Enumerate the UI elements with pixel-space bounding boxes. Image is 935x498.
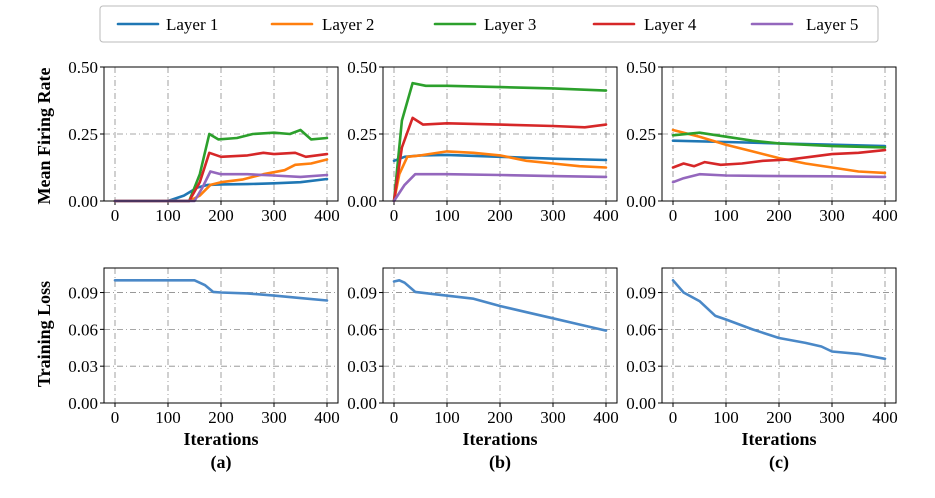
series-line-layer-5 [671,172,887,184]
x-tick-label: 200 [487,206,513,225]
series-line-layer-4 [113,151,329,203]
x-axis-title-a: Iterations [184,429,259,449]
y-tick-label: 0.06 [347,320,377,339]
x-tick-label: 300 [819,206,845,225]
plot-frame [661,66,897,202]
y-tick-label: 0.09 [68,284,98,303]
y-tick-label: 0.03 [347,357,377,376]
subplot-caption-a: (a) [211,452,232,473]
x-tick-label: 200 [766,408,792,427]
legend-label-layer-5: Layer 5 [806,15,858,34]
x-tick-label: 100 [713,206,739,225]
y-tick-label: 0.50 [68,58,98,77]
series-line-training-loss [392,279,608,332]
legend-label-layer-4: Layer 4 [644,15,697,34]
panel-a-firing-rate: 0 100 200 300 400 0.00 0.25 0.50 [68,58,340,225]
x-tick-label: 400 [872,408,898,427]
y-tick-label: 0.06 [626,320,656,339]
x-tick-label: 0 [111,408,120,427]
x-tick-label: 200 [487,408,513,427]
y-tick-label: 0.25 [626,125,656,144]
series-line-training-loss [113,279,329,302]
legend-label-layer-3: Layer 3 [484,15,536,34]
x-tick-label: 300 [540,408,566,427]
x-tick-label: 0 [390,206,399,225]
y-axis-title-training-loss: Training Loss [34,281,54,387]
subplot-caption-b: (b) [489,452,511,473]
panel-a-training-loss: 0 100 200 300 400 0.00 0.03 0.06 0.09 [68,267,340,427]
y-tick-label: 0.00 [347,394,377,413]
x-tick-label: 400 [314,408,340,427]
x-axis-title-c: Iterations [742,429,817,449]
plot-frame [382,267,618,404]
panel-c-training-loss: 0 100 200 300 400 0.00 0.03 0.06 0.09 [626,267,898,427]
x-tick-label: 300 [261,408,287,427]
x-tick-label: 100 [155,206,181,225]
y-tick-label: 0.50 [347,58,377,77]
legend-label-layer-2: Layer 2 [322,15,374,34]
plot-frame [661,267,897,404]
x-tick-label: 100 [155,408,181,427]
x-tick-label: 0 [669,408,678,427]
y-tick-label: 0.09 [626,284,656,303]
x-tick-label: 100 [713,408,739,427]
plot-frame [382,66,618,202]
series-line-layer-5 [392,172,608,203]
series-line-layer-3 [392,81,608,203]
y-axis-title-firing-rate: Mean Firing Rate [34,68,54,205]
plot-frame [103,267,339,404]
series-line-training-loss [671,279,887,361]
series-line-layer-1 [392,153,608,163]
x-tick-label: 300 [819,408,845,427]
series-line-layer-3 [113,128,329,203]
legend: Layer 1 Layer 2 Layer 3 Layer 4 Layer 5 [99,5,879,43]
y-tick-label: 0.06 [68,320,98,339]
x-tick-label: 100 [434,206,460,225]
x-tick-label: 0 [669,206,678,225]
legend-frame [99,5,879,43]
x-tick-label: 400 [593,408,619,427]
y-tick-label: 0.00 [626,192,656,211]
y-tick-label: 0.00 [626,394,656,413]
x-tick-label: 400 [593,206,619,225]
y-tick-label: 0.03 [626,357,656,376]
plot-frame [103,66,339,202]
series-line-layer-4 [671,148,887,169]
y-tick-label: 0.00 [347,192,377,211]
series-line-layer-2 [392,150,608,203]
y-tick-label: 0.03 [68,357,98,376]
legend-label-layer-1: Layer 1 [166,15,218,34]
series-line-layer-2 [671,128,887,175]
x-tick-label: 300 [261,206,287,225]
y-tick-label: 0.00 [68,192,98,211]
y-tick-label: 0.50 [626,58,656,77]
x-tick-label: 200 [208,206,234,225]
subplot-caption-c: (c) [769,452,789,473]
x-axis-title-b: Iterations [463,429,538,449]
series-line-layer-3 [671,131,887,149]
x-tick-label: 200 [208,408,234,427]
y-tick-label: 0.25 [347,125,377,144]
panel-c-firing-rate: 0 100 200 300 400 0.00 0.25 0.50 [626,58,898,225]
x-tick-label: 200 [766,206,792,225]
series-line-layer-5 [113,170,329,203]
x-tick-label: 0 [390,408,399,427]
x-tick-label: 400 [314,206,340,225]
panel-b-training-loss: 0 100 200 300 400 0.00 0.03 0.06 0.09 [347,267,619,427]
panel-b-firing-rate: 0 100 200 300 400 0.00 0.25 0.50 [347,58,619,225]
x-tick-label: 100 [434,408,460,427]
series-line-layer-4 [392,116,608,203]
y-tick-label: 0.25 [68,125,98,144]
y-tick-label: 0.09 [347,284,377,303]
x-tick-label: 400 [872,206,898,225]
x-tick-label: 0 [111,206,120,225]
x-tick-label: 300 [540,206,566,225]
y-tick-label: 0.00 [68,394,98,413]
